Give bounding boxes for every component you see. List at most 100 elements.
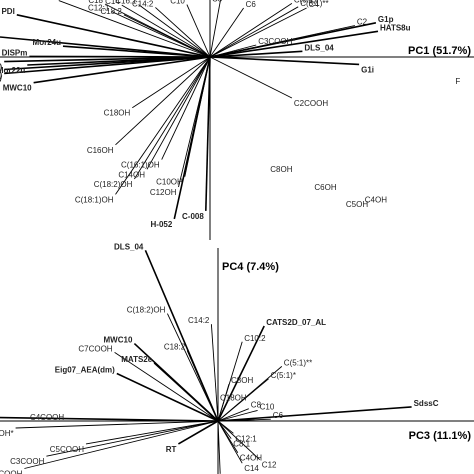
bottom-loading-vector-mats2e [153, 362, 219, 422]
bottom-loading-vector-c8 [217, 408, 249, 422]
bottom-loading-label-c3cooh: C3COOH [10, 457, 44, 466]
bottom-loading-label-c8: C8 [251, 401, 262, 410]
top-loading-label-h-052: H-052 [151, 220, 173, 229]
top-score-label-c8oh: C8OH [270, 165, 292, 174]
bottom-loading-vector-c6 [217, 418, 271, 422]
top-loading-vector-mwc10 [33, 56, 211, 84]
bottom-loading-vector-c5cooh [85, 420, 219, 445]
bottom-loading-vector-c16oh [217, 420, 221, 474]
bottom-loading-label-rt: RT [166, 445, 177, 454]
top-loading-label-c-008: C-008 [182, 212, 204, 221]
bottom-loading-label-c4cooh: C4COOH [30, 413, 64, 422]
bottom-loading-label-c18oh: C18OH [220, 394, 247, 403]
bottom-loading-vector-eig05-ea-dm [0, 416, 219, 422]
bottom-loading-label-c2cooh: C2COOH [0, 470, 23, 474]
top-loading-label-c6: C6 [246, 0, 257, 9]
top-loading-vector-c20 [58, 0, 211, 58]
top-loading-label-c18-2: C18:2 [101, 7, 123, 16]
bottom-loading-vector-c8-1 [217, 420, 232, 439]
top-loading-vector-c14oh [146, 56, 211, 170]
bottom-loading-vector-c14-2 [210, 324, 219, 422]
top-loading-vector-c16-1 [138, 4, 211, 58]
top-loading-vector-c-16-1-oh [161, 56, 211, 160]
top-loading-label-c8: C8 [212, 0, 223, 3]
bottom-loading-vector-c2cooh [24, 420, 219, 469]
top-loading-label-c16oh: C16OH [87, 146, 114, 155]
top-x-axis-title: PC1 (51.7%) [408, 45, 471, 57]
top-loading-label-spmin2-bh-m: SpMin2_Bh(m) [0, 63, 3, 72]
bottom-loading-vector-c-5-1 [217, 378, 269, 422]
top-loading-vector-pdi [16, 14, 211, 58]
bottom-loading-label-c7cooh: C7COOH [78, 344, 112, 353]
top-score-label-c6oh: C6OH [314, 183, 336, 192]
top-loading-label-c-5-1: C(5:1)* [294, 0, 319, 4]
top-loading-label-c2: C2 [357, 18, 368, 27]
bottom-loading-vector-c8oh [217, 383, 230, 422]
bottom-loading-label-c12: C12 [262, 461, 277, 470]
bottom-loading-vector-c18-2 [186, 350, 219, 422]
top-loading-label-c-18-1-oh: C(18:1)OH [75, 195, 114, 204]
bottom-loading-vector-c7cooh [114, 352, 219, 422]
top-loading-label-eig07-aea-dm: Eig07_AEA(dm) [0, 71, 3, 80]
bottom-loading-label-c14-2: C14:2 [188, 316, 210, 325]
top-loading-label-c10: C10 [170, 0, 185, 6]
top-loading-vector-h-052 [173, 56, 211, 220]
top-score-label-c4oh: C4OH [365, 195, 387, 204]
bottom-loading-vector-c14 [217, 420, 243, 464]
bottom-loading-label-c5cooh: C5COOH [50, 445, 84, 454]
top-score-label-c5oh: C5OH [346, 200, 368, 209]
top-loading-vector-dls-04 [209, 50, 303, 58]
top-loading-vector-c2cooh [209, 56, 293, 99]
top-loading-vector-c6 [209, 7, 244, 58]
top-loading-label-pdi: PDI [1, 7, 14, 16]
top-loading-vector-mor24u [62, 45, 211, 58]
top-loading-label-mor24u: Mor24u [33, 38, 62, 47]
bottom-loading-vector-c3cooh [15, 420, 219, 429]
bottom-loading-vector-cats2d-07-al [217, 325, 265, 422]
bottom-loading-label-c10-2: C10:2 [244, 334, 266, 343]
top-loading-vector-c-5-1 [209, 3, 293, 58]
top-loading-vector-c-5-1 [209, 6, 299, 58]
top-loading-label-mor22u: Mor22u [0, 66, 25, 75]
bottom-loading-label-c-5-1: C(5:1)* [271, 371, 296, 380]
top-loading-label-c2cooh: C2COOH [294, 99, 328, 108]
bottom-loading-label-mwc10: MWC10 [104, 336, 133, 345]
top-loading-vector-hats8u [209, 30, 379, 58]
bottom-loading-label-c14: C14 [244, 464, 259, 473]
bottom-loading-label-c8-1: C8:1 [233, 440, 250, 449]
bottom-loading-label-c18-2: C18:2 [164, 343, 186, 352]
top-loading-label-c-5-1: C(5:1)** [300, 0, 328, 8]
bottom-loading-label-mats2e: MATS2e [121, 355, 153, 364]
top-loading-label-c14: C14 [105, 0, 120, 6]
top-loading-vector-mw [4, 56, 211, 75]
bottom-loading-label-c6: C6 [273, 411, 284, 420]
bottom-loading-label-c-5-1: C(5:1)** [284, 358, 312, 367]
top-loading-label-c10oh: C10OH [156, 178, 183, 187]
top-loading-vector-c2 [209, 25, 355, 58]
top-loading-label-mwc10: MWC10 [3, 84, 32, 93]
top-loading-label-c8-1: C8:1 [223, 0, 240, 1]
top-loading-label-c18oh: C18OH [104, 109, 131, 118]
bottom-loading-vector-c12-1 [217, 420, 234, 434]
bottom-loading-label-c-18-2-oh: C(18:2)OH [127, 306, 166, 315]
bottom-loading-label-c12-1: C12:1 [235, 434, 257, 443]
top-loading-vector-c14 [121, 4, 211, 58]
top-loading-label-c14oh: C14OH [118, 170, 145, 179]
top-loading-vector-c3cooh [209, 44, 257, 58]
top-loading-label-hats8u: HATS8u [380, 23, 411, 32]
bottom-loading-label-cats2d-07-al: CATS2D_07_AL [266, 318, 326, 327]
top-loading-label-c12-1: C12:1 [88, 3, 110, 12]
top-loading-label-c14-2: C14:2 [132, 0, 154, 8]
bottom-loading-vector-sdssc [217, 406, 412, 422]
top-loading-vector-c14-2 [155, 7, 211, 58]
bottom-loading-vector-rt [177, 420, 219, 445]
top-loading-label-g1i: G1i [361, 65, 374, 74]
bottom-loading-label-sdssc: SdssC [414, 399, 439, 408]
top-loading-vector-c-008 [205, 56, 211, 211]
top-loading-vector-c16oh [115, 56, 211, 146]
bottom-loading-vector-eig07-aea-dm [116, 372, 219, 422]
top-loading-label-mw: MW [0, 75, 3, 84]
top-loading-label-dispm: DISPm [2, 48, 28, 57]
